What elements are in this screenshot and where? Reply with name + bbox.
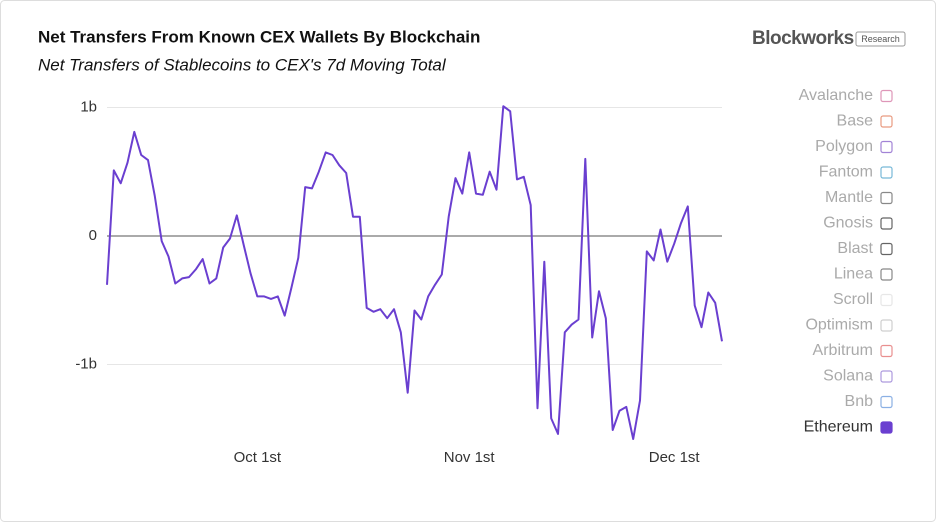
legend-swatch <box>880 421 893 434</box>
legend-swatch <box>880 115 893 128</box>
legend-swatch <box>880 242 893 256</box>
legend-label: Scroll <box>833 291 873 308</box>
legend-swatch <box>880 395 893 409</box>
line-series <box>106 105 723 440</box>
legend-swatch <box>880 268 893 281</box>
x-tick-label: Nov 1st <box>444 449 496 466</box>
legend-swatch <box>880 344 893 358</box>
legend-swatch <box>880 217 893 230</box>
legend-swatch <box>880 293 893 307</box>
badge: Research <box>861 34 900 44</box>
legend-label: Linea <box>834 266 873 283</box>
legend-label: Polygon <box>815 138 873 155</box>
legend: Avalanche Base Polygon Fantom Mantle Gnosis Bl… <box>799 87 893 436</box>
legend-label: Fantom <box>819 164 873 181</box>
legend-label: Bnb <box>845 393 874 410</box>
x-tick-label: Dec 1st <box>649 449 701 466</box>
legend-label: Gnosis <box>823 215 873 232</box>
brand: Blockworks <box>752 28 854 49</box>
chart-subtitle: Net Transfers of Stablecoins to CEX's 7d… <box>38 55 447 74</box>
x-tick-label: Oct 1st <box>234 449 282 466</box>
legend-swatch <box>880 166 893 179</box>
y-tick-label: -1b <box>75 355 97 372</box>
legend-label: Avalanche <box>799 87 874 104</box>
legend-label: Base <box>837 113 874 130</box>
legend-swatch <box>880 140 893 154</box>
chart-title: Net Transfers From Known CEX Wallets By … <box>38 27 480 46</box>
y-tick-label: 1b <box>80 98 97 115</box>
legend-swatch <box>880 319 893 332</box>
legend-label: Mantle <box>825 189 873 206</box>
y-tick-label: 0 <box>89 227 97 244</box>
legend-swatch <box>880 191 893 205</box>
legend-swatch <box>880 89 893 103</box>
legend-label: Blast <box>837 240 873 257</box>
legend-swatch <box>880 370 893 383</box>
legend-label: Ethereum <box>804 419 873 436</box>
legend-label: Arbitrum <box>813 342 873 359</box>
badge-box <box>855 31 906 47</box>
legend-label: Solana <box>823 368 873 385</box>
legend-label: Optimism <box>805 317 873 334</box>
